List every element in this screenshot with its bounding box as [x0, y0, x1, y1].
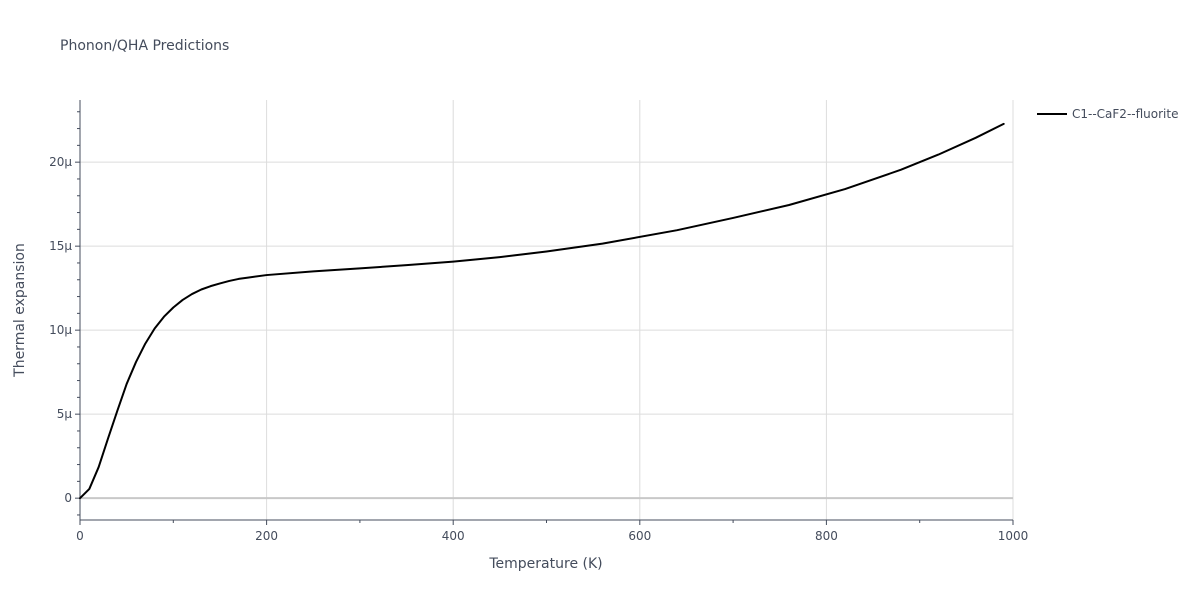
x-tick-label: 400 — [442, 529, 465, 543]
axes: 0 200 400 600 800 1000 0 5μ 10μ 15μ 20μ — [49, 100, 1028, 543]
series-line — [79, 122, 1005, 500]
series-layer — [79, 122, 1005, 500]
x-tick-label: 600 — [628, 529, 651, 543]
y-axis-title: Thermal expansion — [12, 243, 28, 378]
grid — [80, 100, 1014, 520]
legend-label: C1--CaF2--fluorite — [1072, 107, 1178, 121]
x-tick-label: 200 — [255, 529, 278, 543]
x-tick-label: 0 — [76, 529, 84, 543]
y-tick-label: 20μ — [49, 155, 72, 169]
chart-title: Phonon/QHA Predictions — [60, 38, 229, 54]
legend[interactable]: C1--CaF2--fluorite — [1037, 107, 1178, 121]
y-tick-label: 10μ — [49, 323, 72, 337]
x-tick-label: 1000 — [998, 529, 1029, 543]
y-tick-label: 0 — [64, 491, 72, 505]
x-axis-title: Temperature (K) — [488, 556, 602, 572]
legend-item[interactable]: C1--CaF2--fluorite — [1037, 107, 1178, 121]
x-tick-label: 800 — [815, 529, 838, 543]
y-tick-label: 5μ — [57, 407, 73, 421]
y-tick-label: 15μ — [49, 239, 72, 253]
